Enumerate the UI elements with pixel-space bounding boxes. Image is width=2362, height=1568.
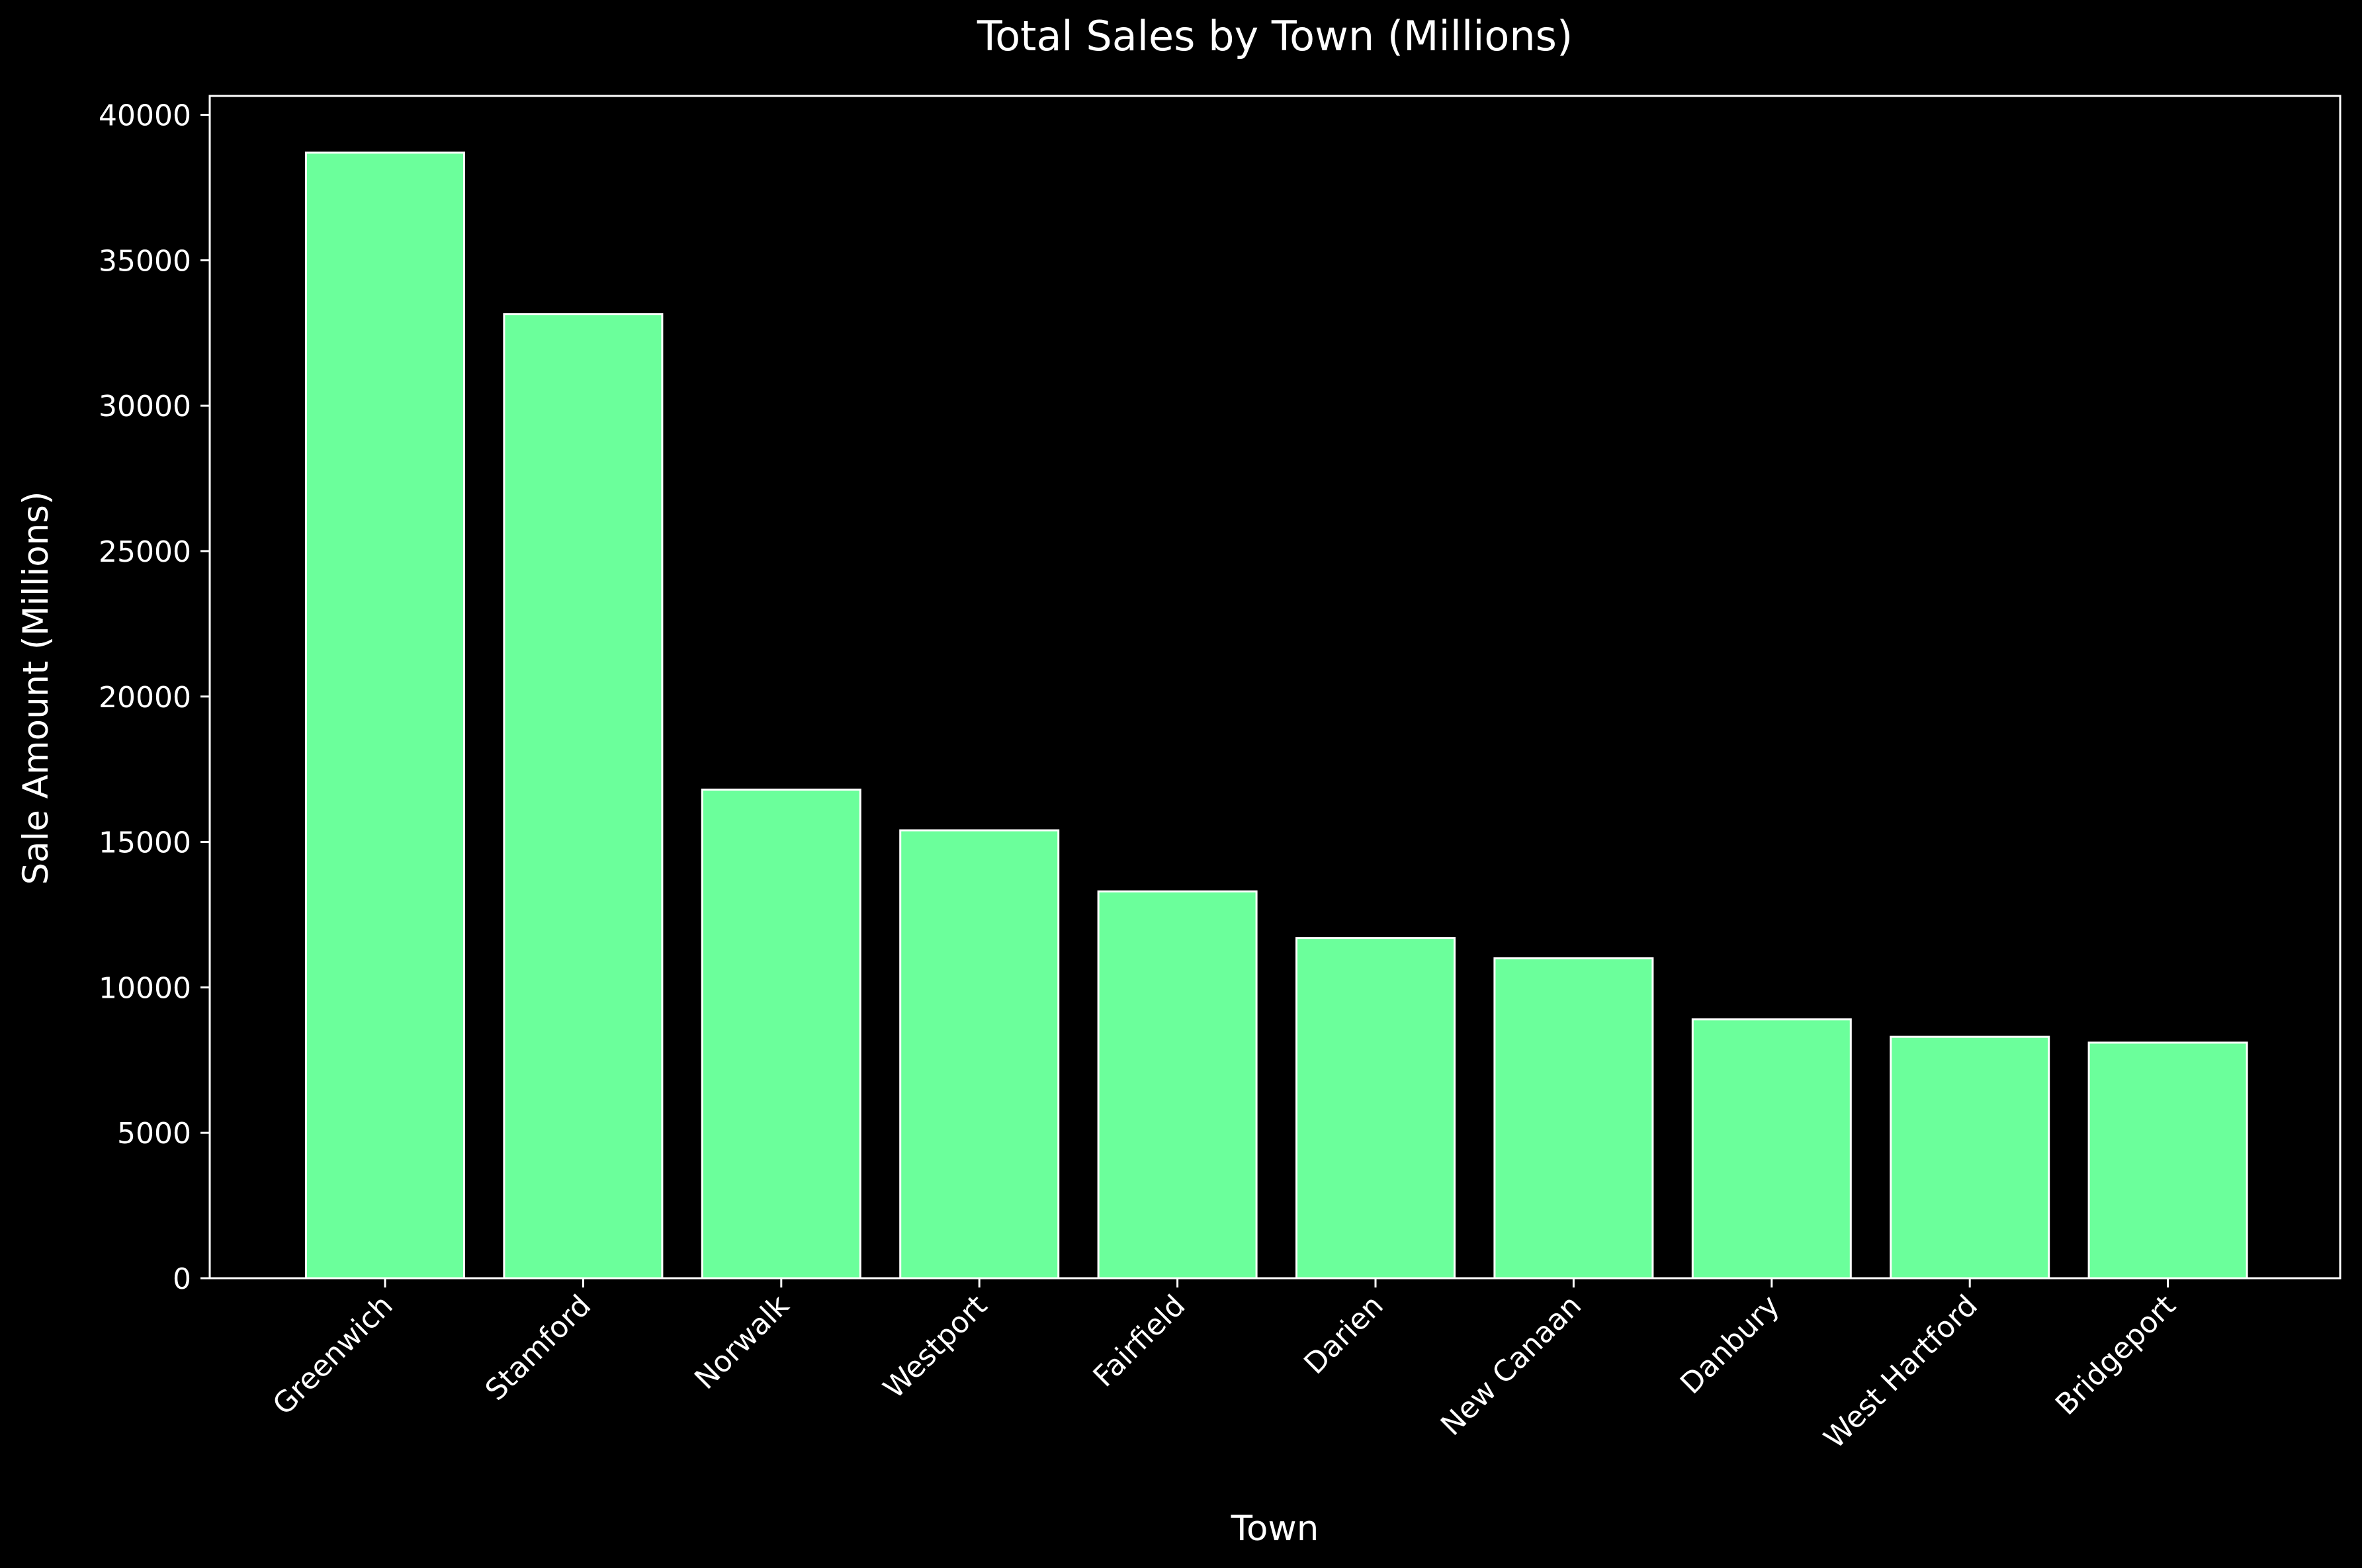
bar-westport [899, 829, 1060, 1280]
bars-layer [305, 152, 2248, 1280]
bar-west-hartford [1890, 1035, 2050, 1280]
bar-greenwich [305, 152, 465, 1280]
y-tick-label: 0 [173, 1262, 191, 1296]
y-tick-label: 35000 [99, 244, 191, 278]
bar-fairfield [1097, 890, 1258, 1280]
plot-area-frame [208, 95, 2341, 1280]
x-axis-label: Town [1231, 1508, 1319, 1549]
y-tick-label: 15000 [99, 826, 191, 860]
bar-stamford [503, 313, 664, 1280]
y-tick-label: 30000 [99, 390, 191, 423]
y-tick-label: 25000 [99, 535, 191, 569]
bar-darien [1295, 937, 1456, 1280]
bar-new-canaan [1493, 957, 1654, 1280]
y-tick-label: 10000 [99, 971, 191, 1005]
y-tick-label: 40000 [99, 99, 191, 133]
bar-bridgeport [2087, 1041, 2248, 1280]
bar-danbury [1691, 1018, 1852, 1280]
y-tick-label: 20000 [99, 681, 191, 715]
bar-norwalk [701, 788, 861, 1280]
y-axis-ticks: 0 5000 10000 15000 20000 25000 30000 35000 40000 [99, 99, 210, 1296]
y-axis-label: Sale Amount (Millions) [16, 491, 56, 885]
chart-title: Total Sales by Town (Millions) [977, 12, 1573, 60]
y-tick-label: 5000 [117, 1117, 191, 1151]
